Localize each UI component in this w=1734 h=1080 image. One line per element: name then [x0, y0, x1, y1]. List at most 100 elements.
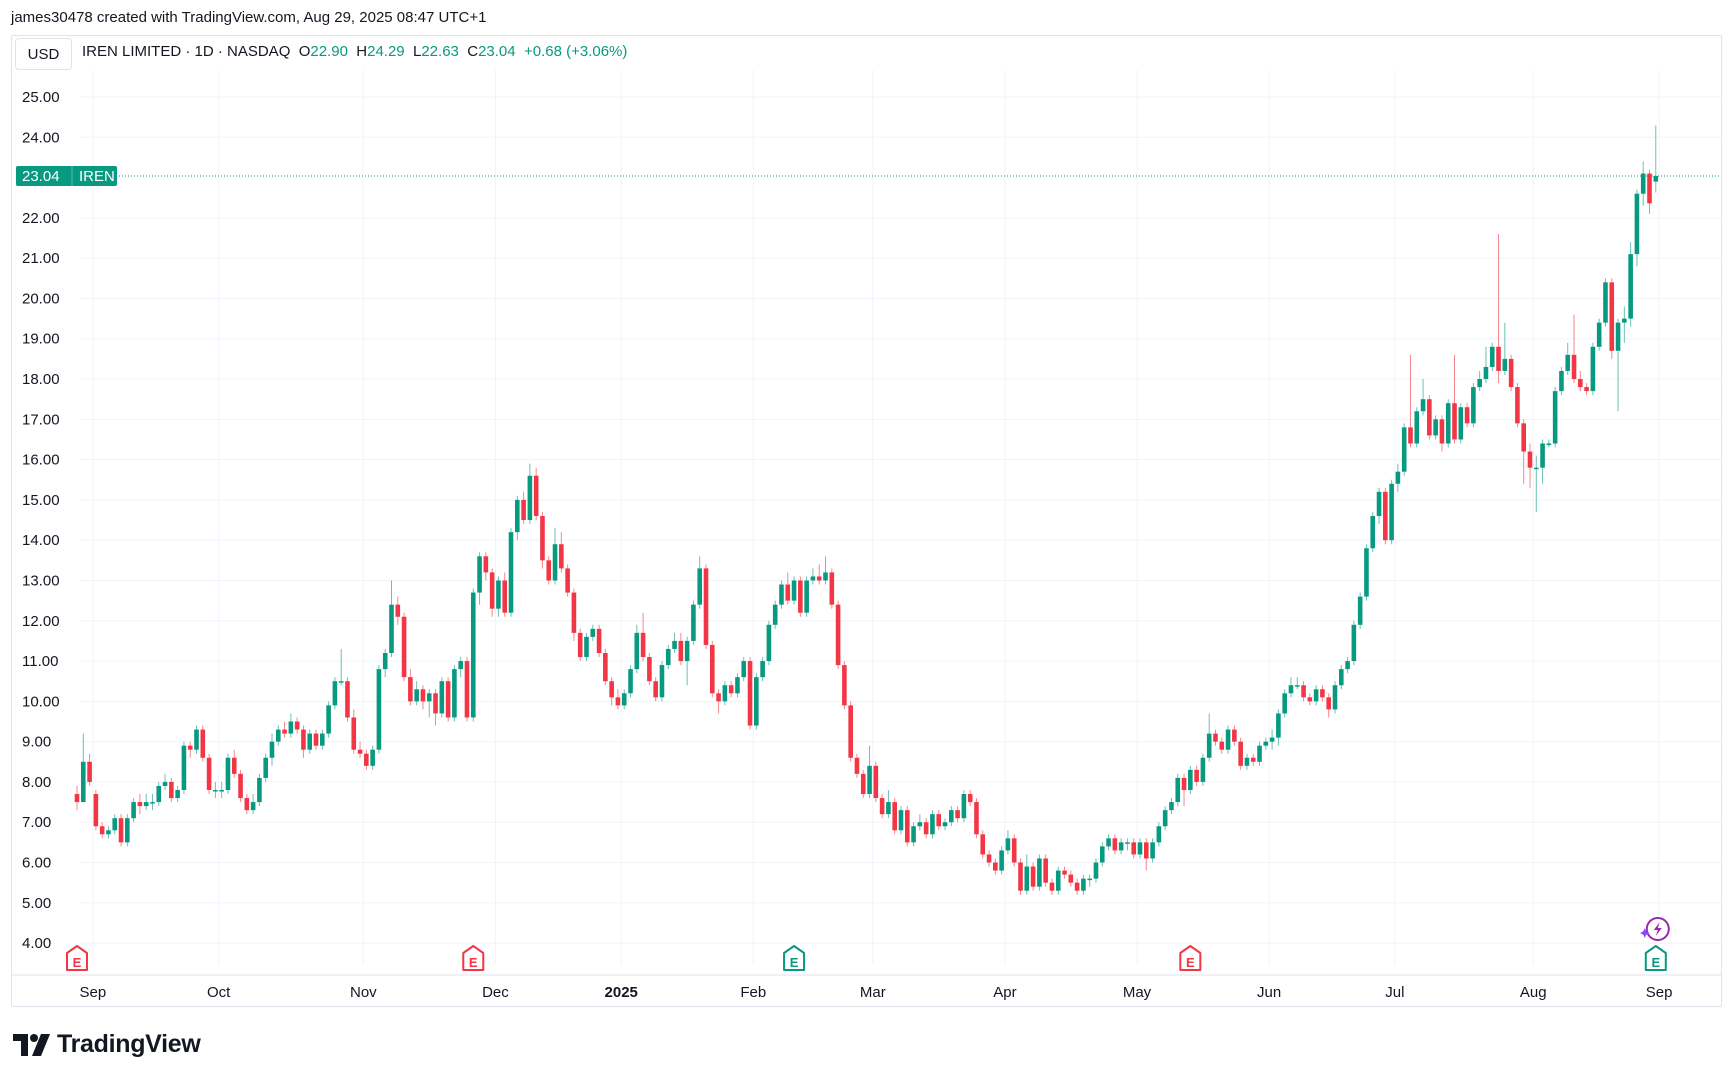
- candle-down: [1439, 419, 1445, 444]
- candle-up: [621, 693, 627, 706]
- candle-down: [565, 568, 570, 593]
- candle-down: [345, 681, 350, 718]
- candle-up: [1338, 669, 1344, 686]
- candle-down: [1213, 733, 1218, 742]
- candle-up: [1206, 733, 1212, 758]
- x-tick-label: Jul: [1385, 984, 1404, 1001]
- candle-up: [1546, 443, 1552, 445]
- candle-up: [1458, 407, 1464, 440]
- candle-down: [1496, 346, 1501, 371]
- x-tick-label: Oct: [207, 984, 231, 1001]
- open-label: O: [298, 43, 311, 60]
- candle-down: [974, 802, 979, 835]
- candle-down: [1144, 842, 1149, 859]
- candle-up: [634, 632, 640, 670]
- candle-up: [112, 818, 118, 831]
- y-tick-label: 11.00: [22, 653, 58, 670]
- candle-down: [709, 644, 715, 694]
- candle-up: [999, 850, 1004, 871]
- candle-up: [1188, 769, 1193, 790]
- candle-up: [1376, 491, 1382, 517]
- candle-down: [1307, 697, 1313, 702]
- candle-down: [420, 689, 426, 702]
- y-tick-label: 21.00: [22, 250, 60, 267]
- candle-down: [923, 822, 929, 835]
- y-tick-label: 7.00: [22, 814, 51, 831]
- candle-up: [552, 544, 558, 581]
- x-tick-label: Apr: [993, 984, 1016, 1001]
- candle-up: [1345, 661, 1350, 670]
- candle-up: [307, 733, 313, 750]
- candle-up: [1263, 741, 1269, 746]
- candle-up: [452, 669, 457, 718]
- candle-up: [1603, 282, 1608, 323]
- currency-button[interactable]: USD: [15, 38, 72, 70]
- candle-down: [351, 717, 357, 750]
- candle-down: [904, 810, 910, 843]
- earnings-icon[interactable]: [66, 945, 88, 971]
- symbol-title[interactable]: IREN LIMITED · 1D · NASDAQ: [82, 43, 291, 60]
- candle-up: [1087, 878, 1092, 881]
- candle-down: [1238, 741, 1243, 766]
- candle-up: [213, 789, 218, 792]
- ohlc-legend: IREN LIMITED · 1D · NASDAQ O22.90 H24.29…: [82, 43, 627, 60]
- candle-up: [470, 592, 476, 718]
- earnings-icon[interactable]: [1179, 945, 1202, 971]
- candle-up: [1118, 842, 1124, 851]
- candle-up: [810, 576, 816, 581]
- y-tick-label: 20.00: [22, 290, 60, 307]
- candle-up: [250, 802, 256, 811]
- candle-down: [1112, 838, 1118, 851]
- candle-down: [986, 854, 992, 863]
- candle-down: [1508, 358, 1514, 388]
- candle-up: [590, 628, 596, 637]
- low-label: L: [413, 43, 422, 60]
- y-tick-label: 16.00: [22, 452, 60, 469]
- candle-down: [842, 665, 847, 706]
- candle-down: [854, 757, 860, 774]
- candle-up: [930, 814, 935, 835]
- last-price-badge: [16, 165, 117, 186]
- earnings-icon[interactable]: [1644, 945, 1667, 971]
- candle-up: [181, 745, 187, 790]
- candle-up: [439, 681, 445, 714]
- y-tick-label: 13.00: [22, 572, 60, 589]
- x-tick-label: Aug: [1520, 984, 1547, 1001]
- candle-down: [603, 653, 608, 682]
- candle-up: [804, 580, 809, 613]
- candle-up: [1628, 254, 1633, 319]
- candle-up: [125, 818, 130, 843]
- candle-down: [1527, 451, 1533, 468]
- earnings-icon[interactable]: [783, 945, 806, 971]
- candle-down: [301, 729, 306, 750]
- candle-down: [231, 757, 237, 774]
- low-value: 22.63: [421, 43, 459, 60]
- candle-down: [137, 802, 143, 807]
- earnings-icon[interactable]: [462, 945, 485, 971]
- high-label: H: [356, 43, 368, 60]
- candle-up: [1533, 467, 1539, 470]
- candle-up: [131, 802, 136, 819]
- candle-up: [1483, 366, 1489, 380]
- y-tick-label: 12.00: [22, 613, 60, 630]
- candle-up: [691, 604, 696, 641]
- candle-up: [1313, 689, 1319, 702]
- candle-up: [754, 677, 759, 726]
- y-tick-label: 17.00: [22, 411, 60, 428]
- candle-up: [1288, 685, 1294, 694]
- candle-down: [99, 826, 105, 835]
- y-tick-label: 9.00: [22, 734, 51, 751]
- candle-down: [1383, 491, 1388, 541]
- candle-down: [571, 592, 577, 633]
- open-value: 22.90: [310, 43, 348, 60]
- candle-down: [955, 810, 960, 819]
- candle-up: [867, 765, 872, 795]
- candle-up: [1175, 777, 1181, 803]
- candle-up: [1150, 842, 1155, 859]
- earnings-label: E: [469, 955, 478, 970]
- chart-credit: james30478 created with TradingView.com,…: [11, 9, 487, 26]
- y-tick-label: 5.00: [22, 895, 51, 912]
- candle-up: [665, 648, 671, 666]
- candle-down: [1647, 173, 1652, 204]
